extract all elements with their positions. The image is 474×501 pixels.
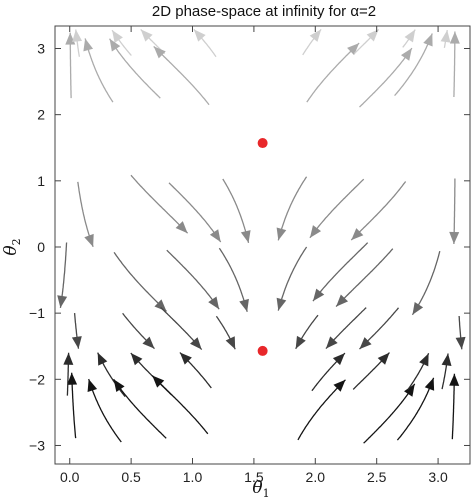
plot-frame — [54, 25, 471, 465]
stream-arrowhead — [295, 335, 306, 349]
stream-line — [363, 383, 416, 444]
stream-arrowhead — [193, 29, 206, 42]
stream-line — [109, 38, 161, 99]
y-tick-label: −1 — [29, 305, 45, 321]
stream-arrowhead — [449, 373, 460, 386]
stream-arrowhead — [276, 297, 287, 311]
stream-line — [153, 45, 210, 106]
x-tick-label: 0.5 — [121, 469, 141, 485]
stream-arrowhead — [175, 221, 188, 234]
chart-title: 2D phase-space at infinity for α=2 — [152, 3, 376, 20]
critical-point — [257, 345, 268, 356]
stream-arrowhead — [57, 295, 68, 308]
stream-arrowhead — [83, 38, 94, 52]
stream-line — [312, 242, 369, 302]
stream-arrowhead — [130, 352, 143, 366]
stream-line — [113, 251, 167, 312]
y-tick-label: 1 — [37, 173, 45, 189]
stream-arrowhead — [240, 230, 251, 243]
stream-arrowhead — [84, 233, 94, 247]
stream-arrowhead — [153, 46, 166, 59]
stream-line — [411, 250, 441, 316]
stream-arrowhead — [449, 31, 460, 44]
stream-arrowhead — [309, 225, 322, 238]
stream-line — [130, 174, 189, 234]
y-axis-label: θ2 — [1, 238, 23, 255]
stream-arrowhead — [87, 379, 98, 393]
stream-arrowhead — [113, 379, 125, 392]
stream-arrowhead — [140, 29, 153, 42]
stream-line — [309, 178, 365, 239]
stream-arrowhead — [455, 336, 466, 350]
x-axis-label: θ1 — [252, 478, 269, 500]
stream-arrowhead — [152, 375, 165, 388]
stream-arrowhead — [209, 229, 221, 243]
stream-arrowhead — [312, 288, 325, 302]
stream-arrowhead — [71, 336, 82, 349]
stream-line — [306, 42, 360, 103]
stream-line — [335, 248, 394, 308]
stream-line — [166, 249, 220, 310]
x-tick-label: 3.0 — [428, 469, 448, 485]
stream-arrowhead — [325, 336, 338, 349]
stream-arrowhead — [239, 298, 249, 312]
stream-line — [151, 375, 209, 435]
stream-line — [350, 181, 407, 241]
stream-arrowhead — [419, 353, 429, 367]
axis-ticks: 0.0 0.5 1.0 1.5 2.0 2.5 3.0 −3 −2 −1 0 1 2 3 — [29, 26, 470, 485]
x-tick-label: 1.0 — [183, 469, 203, 485]
stream-line — [168, 182, 222, 243]
stream-arrowhead — [112, 30, 123, 43]
stream-arrowhead — [440, 30, 451, 43]
stream-arrowhead — [154, 299, 167, 312]
stream-arrowhead — [449, 231, 460, 244]
stream-arrowhead — [423, 33, 433, 47]
y-tick-label: 0 — [37, 239, 45, 255]
stream-arrowhead — [208, 296, 220, 310]
stream-arrowhead — [351, 228, 364, 241]
stream-arrowhead — [109, 38, 121, 52]
stream-line — [297, 379, 346, 441]
y-tick-label: 3 — [37, 40, 45, 56]
stream-arrowhead — [63, 352, 74, 365]
critical-point — [257, 138, 268, 149]
stream-arrowhead — [404, 29, 416, 43]
stream-arrowhead — [400, 48, 412, 61]
stream-arrowhead — [309, 29, 322, 42]
stream-arrowhead — [276, 227, 287, 241]
stream-arrowhead — [142, 336, 155, 349]
stream-arrowhead — [441, 353, 452, 367]
x-tick-label: 0.0 — [60, 469, 80, 485]
critical-points — [257, 138, 268, 356]
stream-arrowhead — [190, 337, 202, 350]
y-tick-label: 2 — [37, 107, 45, 123]
stream-arrowhead — [424, 377, 435, 391]
stream-arrowhead — [412, 301, 424, 315]
stream-lines — [57, 28, 466, 444]
y-tick-label: −2 — [29, 371, 45, 387]
stream-arrowhead — [72, 29, 83, 42]
stream-line — [359, 47, 413, 108]
stream-arrowhead — [377, 352, 390, 365]
stream-arrowhead — [359, 337, 372, 350]
stream-arrowhead — [179, 352, 192, 365]
y-tick-label: −3 — [29, 437, 45, 453]
stream-arrowhead — [347, 43, 360, 56]
x-tick-label: 1.5 — [244, 469, 264, 485]
stream-arrowhead — [336, 294, 349, 307]
stream-arrowhead — [366, 29, 379, 42]
stream-arrowhead — [225, 336, 236, 350]
stream-line — [113, 378, 167, 439]
x-tick-label: 2.0 — [306, 469, 326, 485]
stream-arrowhead — [333, 379, 346, 392]
x-tick-label: 2.5 — [367, 469, 387, 485]
stream-arrowhead — [404, 383, 415, 397]
stream-arrowhead — [332, 353, 345, 366]
stream-arrowhead — [97, 352, 108, 366]
stream-arrowhead — [67, 372, 78, 385]
